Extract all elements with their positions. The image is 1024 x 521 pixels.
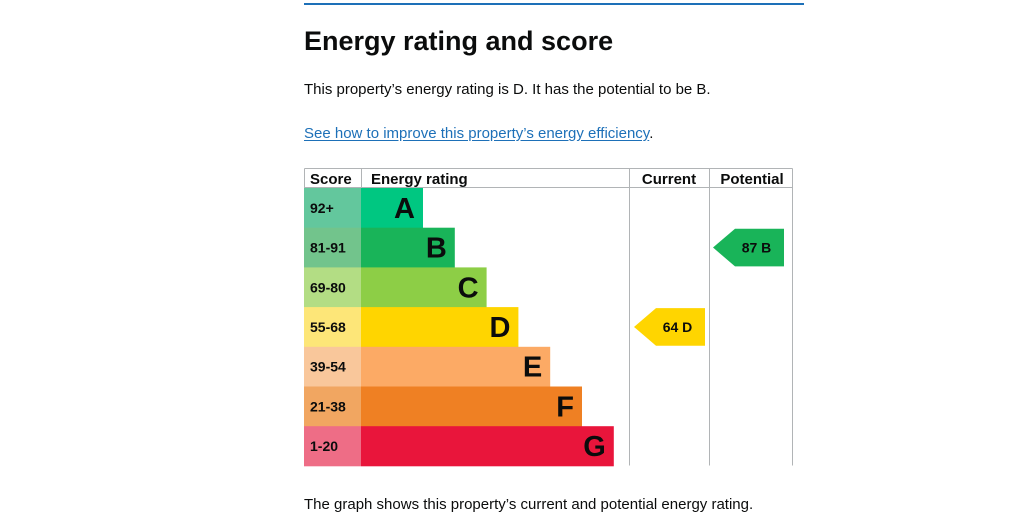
header-energy-rating: Energy rating [371, 171, 468, 188]
rating-letter-e: E [523, 352, 542, 384]
score-cell-g [304, 426, 361, 467]
rating-summary: This property’s energy rating is D. It h… [304, 81, 711, 98]
top-divider [304, 3, 804, 5]
score-range-g: 1-20 [310, 438, 338, 454]
rating-bar-e [361, 346, 551, 387]
score-cell-b [304, 227, 361, 268]
rating-bar-a [361, 188, 423, 229]
header-potential: Potential [720, 171, 783, 188]
score-range-a: 92+ [310, 200, 334, 216]
rating-letter-a: A [394, 193, 415, 225]
rating-bar-c [361, 267, 487, 308]
score-range-c: 69-80 [310, 279, 346, 295]
header-current: Current [642, 171, 696, 188]
score-cell-e [304, 346, 361, 387]
improve-link-suffix: . [649, 125, 654, 142]
page-title: Energy rating and score [304, 26, 614, 56]
rating-letter-b: B [426, 233, 447, 265]
improve-paragraph: See how to improve this property’s energ… [304, 124, 653, 144]
rating-letter-c: C [458, 272, 479, 304]
score-range-b: 81-91 [310, 240, 346, 256]
rating-bar-b [361, 227, 455, 268]
score-range-d: 55-68 [310, 319, 346, 335]
potential-rating-label: 87 B [742, 240, 772, 256]
rating-bar-f [361, 386, 582, 427]
graph-caption: The graph shows this property’s current … [304, 496, 754, 513]
score-cell-f [304, 386, 361, 427]
score-range-e: 39-54 [310, 359, 346, 375]
current-rating-label: 64 D [663, 319, 693, 335]
score-cell-c [304, 267, 361, 308]
score-range-f: 21-38 [310, 398, 346, 414]
score-cell-d [304, 307, 361, 348]
rating-letter-f: F [556, 391, 574, 423]
score-cell-a [304, 188, 361, 229]
improve-efficiency-link[interactable]: See how to improve this property’s energ… [304, 125, 650, 142]
header-score: Score [310, 171, 352, 188]
rating-letter-g: G [583, 431, 606, 463]
rating-letter-d: D [489, 312, 510, 344]
rating-bar-d [361, 307, 519, 348]
rating-bar-g [361, 426, 614, 467]
rating-bands: 92+ A 81-91 B 69-80 C 55-68 D 39-54 E 21-38 F 1-20 G [304, 188, 614, 467]
potential-rating-arrow [713, 228, 784, 267]
rating-markers: 64 D 87 B [634, 228, 784, 346]
current-rating-arrow [634, 308, 705, 346]
